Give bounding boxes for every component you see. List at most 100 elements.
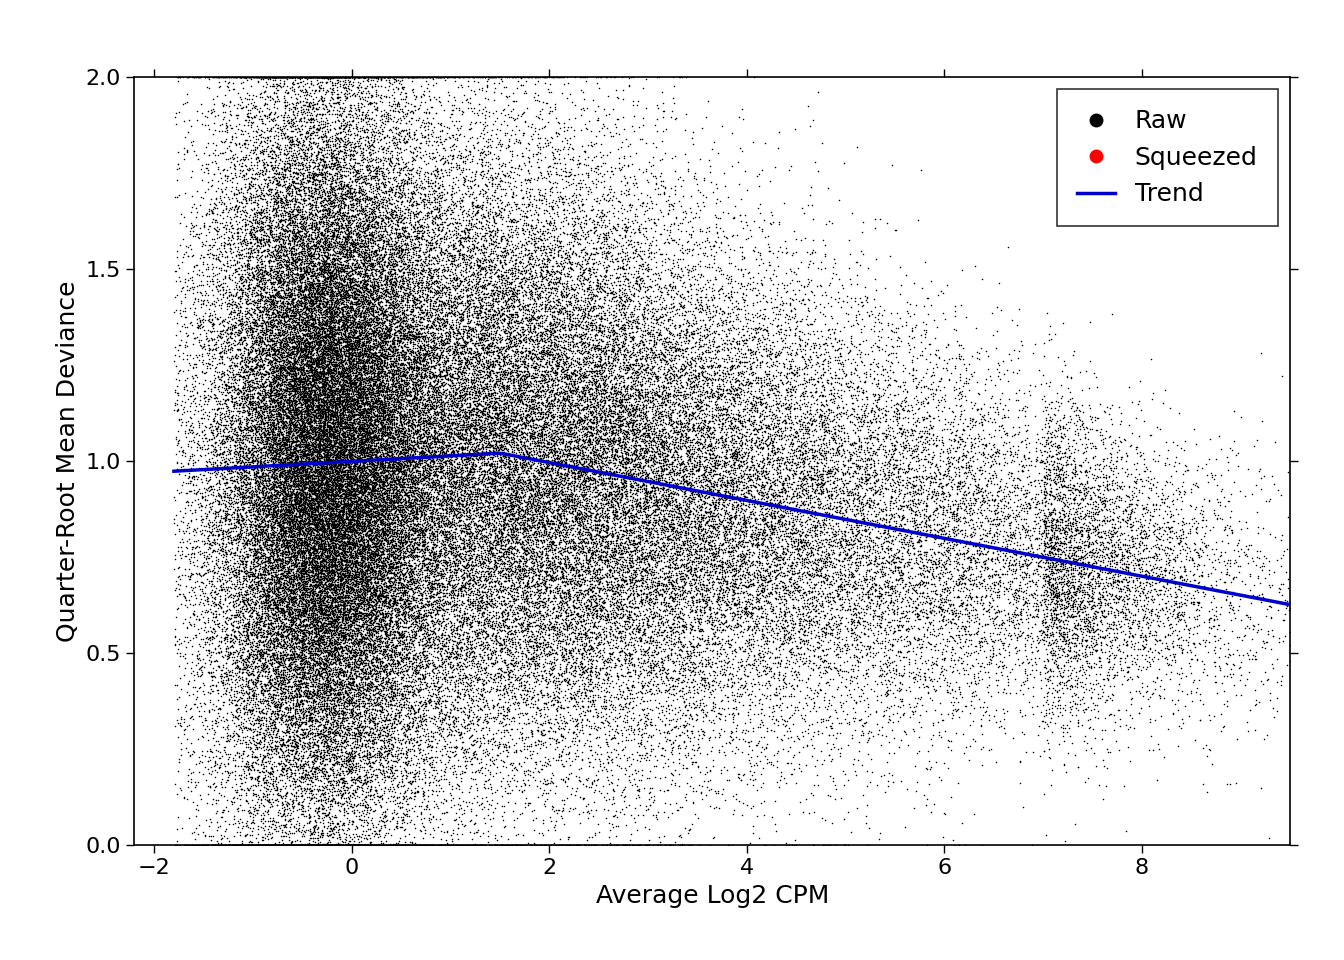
Point (1034, 658, 1055, 673)
Point (413, 608, 434, 623)
Point (708, 492, 730, 508)
Point (663, 295, 684, 310)
Point (452, 475, 473, 491)
Point (1034, 607, 1055, 622)
Point (559, 446, 581, 462)
Point (660, 365, 681, 380)
Point (695, 532, 716, 547)
Point (323, 496, 344, 512)
Point (277, 197, 298, 212)
Point (406, 469, 427, 485)
Point (345, 500, 367, 516)
Point (566, 399, 587, 415)
Point (454, 388, 476, 403)
Point (911, 443, 933, 458)
Point (435, 531, 457, 546)
Point (491, 446, 512, 462)
Point (265, 740, 286, 756)
Point (355, 591, 376, 607)
Point (664, 420, 685, 435)
Point (534, 570, 555, 586)
Point (347, 541, 368, 557)
Point (526, 296, 547, 311)
Point (395, 597, 417, 612)
Point (410, 385, 431, 400)
Point (316, 371, 337, 386)
Point (405, 434, 426, 449)
Point (638, 474, 660, 490)
Point (276, 640, 297, 656)
Point (358, 622, 379, 637)
Point (617, 309, 638, 324)
Point (621, 378, 642, 394)
Point (755, 262, 777, 277)
Point (460, 417, 481, 432)
Point (321, 263, 343, 278)
Point (257, 420, 278, 436)
Point (328, 822, 349, 837)
Point (278, 514, 300, 529)
Point (362, 486, 383, 501)
Point (517, 667, 539, 683)
Point (304, 222, 325, 237)
Point (337, 408, 359, 423)
Point (242, 454, 263, 469)
Point (310, 302, 332, 318)
Point (867, 392, 888, 407)
Point (284, 291, 305, 306)
Point (392, 596, 414, 612)
Point (958, 626, 980, 641)
Point (339, 557, 360, 572)
Point (493, 102, 515, 117)
Point (247, 335, 269, 350)
Point (278, 368, 300, 383)
Point (930, 475, 952, 491)
Point (340, 519, 362, 535)
Point (521, 708, 543, 724)
Point (523, 399, 544, 415)
Point (270, 444, 292, 459)
Point (294, 456, 316, 471)
Point (387, 615, 409, 631)
Point (1146, 736, 1168, 752)
Point (413, 260, 434, 276)
Point (347, 69, 368, 84)
Point (680, 580, 702, 595)
Point (292, 284, 313, 300)
Point (293, 535, 314, 550)
Point (621, 374, 642, 390)
Point (1021, 707, 1043, 722)
Point (262, 650, 284, 665)
Point (501, 332, 523, 348)
Point (655, 476, 676, 492)
Point (341, 78, 363, 93)
Point (601, 438, 622, 453)
Point (292, 639, 313, 655)
Point (347, 295, 368, 310)
Point (410, 632, 431, 647)
Point (278, 69, 300, 84)
Point (577, 605, 598, 620)
Point (1009, 562, 1031, 577)
Point (590, 280, 612, 296)
Point (386, 379, 407, 395)
Point (598, 502, 620, 517)
Point (418, 447, 439, 463)
Point (698, 635, 719, 650)
Point (266, 69, 288, 84)
Point (847, 357, 868, 372)
Point (530, 168, 551, 183)
Point (368, 745, 390, 760)
Point (732, 539, 754, 554)
Point (383, 274, 405, 289)
Point (456, 371, 477, 386)
Point (531, 826, 552, 841)
Point (1058, 672, 1079, 687)
Point (411, 69, 433, 84)
Point (489, 385, 511, 400)
Point (216, 255, 238, 271)
Point (1097, 615, 1118, 631)
Point (493, 634, 515, 649)
Point (964, 439, 985, 454)
Point (422, 235, 444, 251)
